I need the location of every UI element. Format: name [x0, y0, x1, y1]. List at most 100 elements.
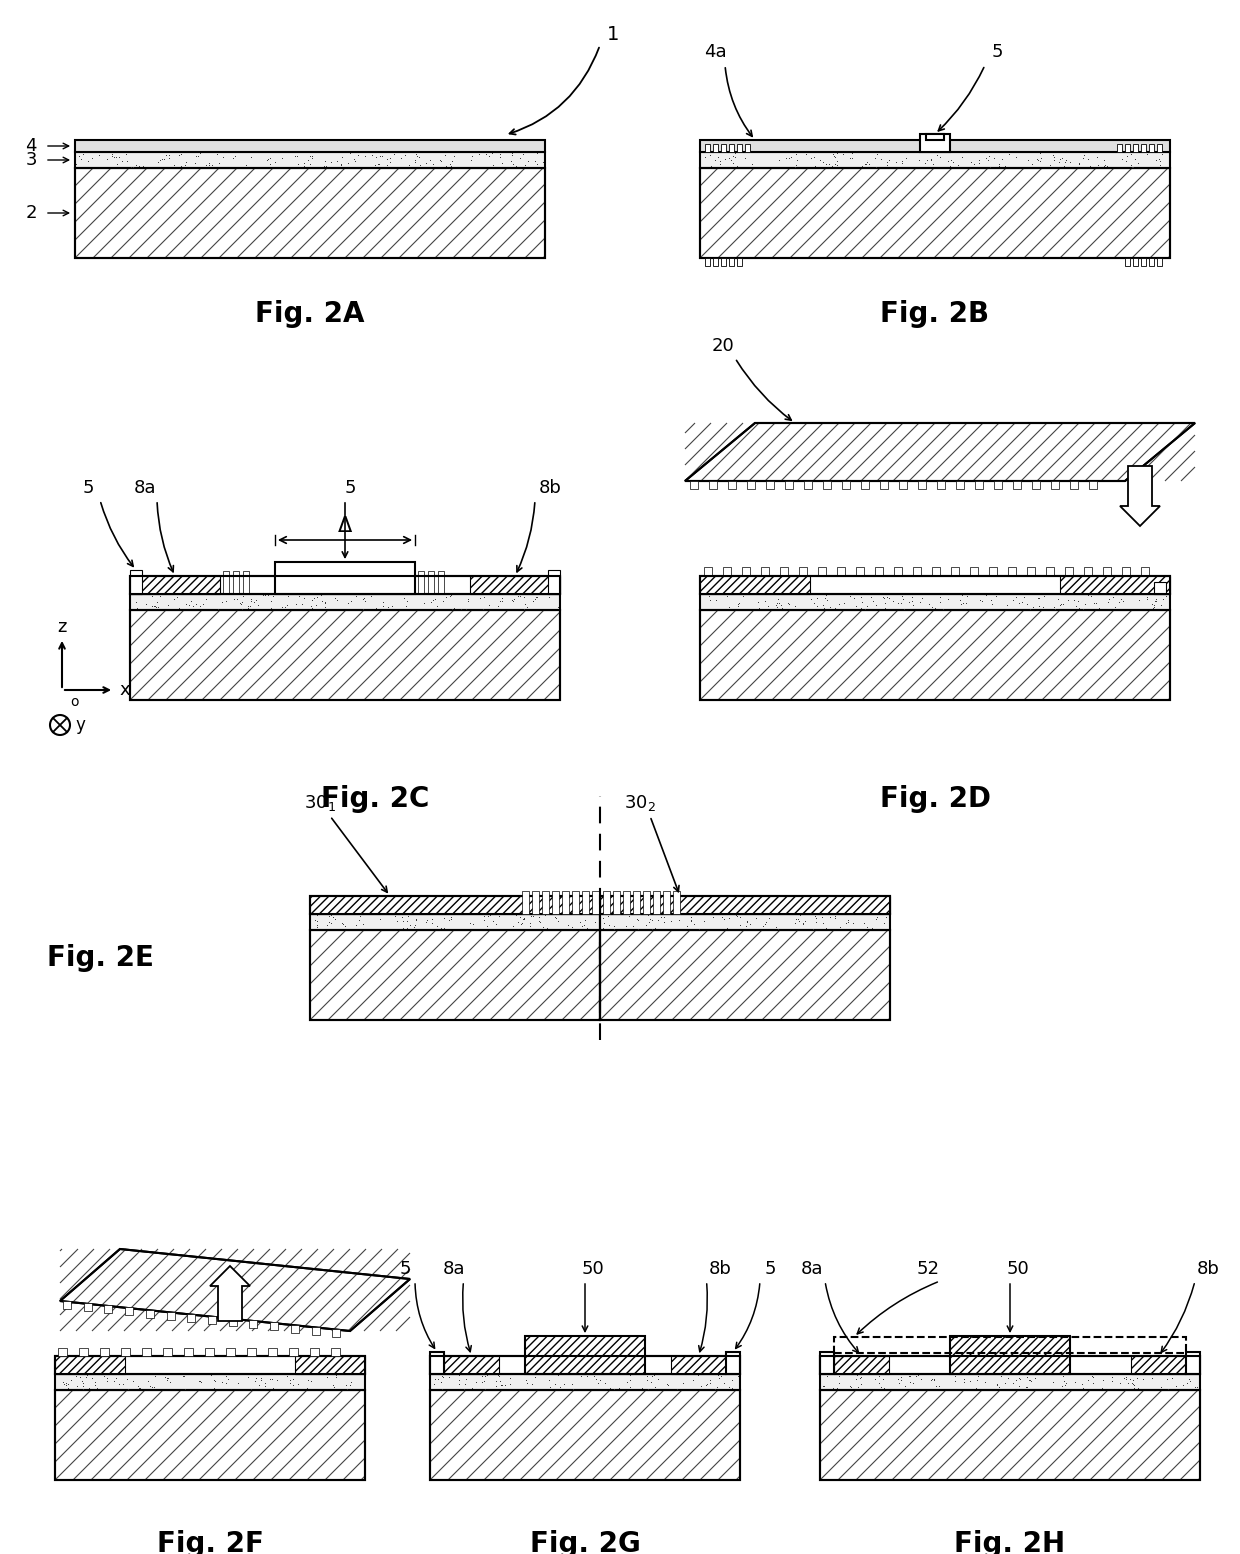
Point — [701, 1368, 720, 1392]
Point — [475, 1368, 495, 1392]
Point — [61, 1368, 81, 1392]
Point — [140, 1374, 160, 1399]
Point — [921, 146, 941, 171]
Point — [479, 594, 498, 618]
Point — [835, 591, 854, 615]
Point — [728, 1363, 748, 1388]
Point — [217, 1371, 237, 1395]
Point — [598, 903, 618, 928]
Point — [952, 583, 972, 608]
Point — [1040, 152, 1060, 177]
Point — [642, 1363, 662, 1388]
Point — [645, 1374, 665, 1399]
Point — [384, 141, 404, 166]
Point — [1166, 1374, 1185, 1399]
Point — [1075, 592, 1095, 617]
Point — [184, 594, 203, 618]
Point — [315, 595, 335, 620]
Point — [481, 141, 501, 166]
Point — [322, 904, 342, 929]
Point — [186, 592, 206, 617]
Point — [372, 143, 392, 168]
Point — [1009, 591, 1029, 615]
Bar — [1065, 567, 1073, 577]
Point — [148, 149, 167, 174]
Bar — [525, 1336, 645, 1374]
Point — [978, 148, 998, 172]
Point — [940, 154, 960, 179]
Point — [491, 1372, 511, 1397]
Bar — [1125, 145, 1130, 152]
Point — [707, 1375, 727, 1400]
Point — [470, 141, 490, 166]
Bar — [600, 897, 890, 914]
Point — [1142, 1364, 1162, 1389]
Point — [755, 911, 775, 936]
Point — [1064, 587, 1084, 612]
Point — [738, 909, 758, 934]
Point — [1130, 587, 1149, 612]
Point — [523, 589, 543, 614]
Bar — [310, 897, 600, 914]
Point — [733, 583, 753, 608]
Bar — [548, 570, 560, 594]
Text: 2: 2 — [26, 204, 37, 222]
Point — [503, 914, 523, 939]
Point — [522, 1372, 542, 1397]
Point — [207, 141, 227, 166]
Point — [191, 1371, 211, 1395]
Point — [299, 1368, 319, 1392]
Point — [157, 1368, 177, 1392]
Bar — [208, 1316, 216, 1324]
Bar — [728, 482, 737, 490]
Bar — [990, 567, 997, 577]
Bar — [689, 482, 698, 490]
Point — [254, 583, 274, 608]
Point — [873, 584, 893, 609]
Point — [1127, 1375, 1147, 1400]
Point — [600, 1375, 620, 1400]
Bar — [146, 1310, 154, 1318]
Bar — [1122, 567, 1130, 577]
Point — [696, 145, 715, 169]
Point — [921, 1368, 941, 1392]
Bar — [1157, 145, 1162, 152]
Bar — [613, 890, 620, 914]
Point — [789, 906, 808, 931]
Point — [484, 909, 503, 934]
Point — [779, 592, 799, 617]
Point — [263, 584, 283, 609]
Point — [1011, 1368, 1030, 1392]
Point — [599, 912, 619, 937]
Point — [1054, 154, 1074, 179]
Point — [866, 908, 885, 932]
Bar — [291, 1324, 299, 1333]
Bar — [861, 482, 869, 490]
Point — [190, 1368, 210, 1392]
Point — [399, 152, 419, 177]
Point — [513, 906, 533, 931]
Bar — [130, 577, 219, 594]
Point — [903, 1371, 923, 1395]
Point — [1045, 597, 1065, 622]
Bar — [603, 890, 610, 914]
Point — [1050, 146, 1070, 171]
Point — [769, 591, 789, 615]
Point — [105, 145, 125, 169]
Point — [670, 908, 689, 932]
Point — [866, 154, 885, 179]
Point — [681, 909, 701, 934]
Point — [1052, 1374, 1071, 1399]
Point — [337, 1377, 357, 1402]
Point — [315, 591, 335, 615]
Point — [1066, 594, 1086, 618]
Point — [475, 584, 495, 609]
Point — [1120, 1366, 1140, 1391]
Bar — [600, 929, 890, 1019]
Point — [734, 146, 754, 171]
Point — [109, 1372, 129, 1397]
Point — [653, 904, 673, 929]
Point — [1125, 1375, 1145, 1400]
Point — [490, 145, 510, 169]
Point — [82, 145, 102, 169]
